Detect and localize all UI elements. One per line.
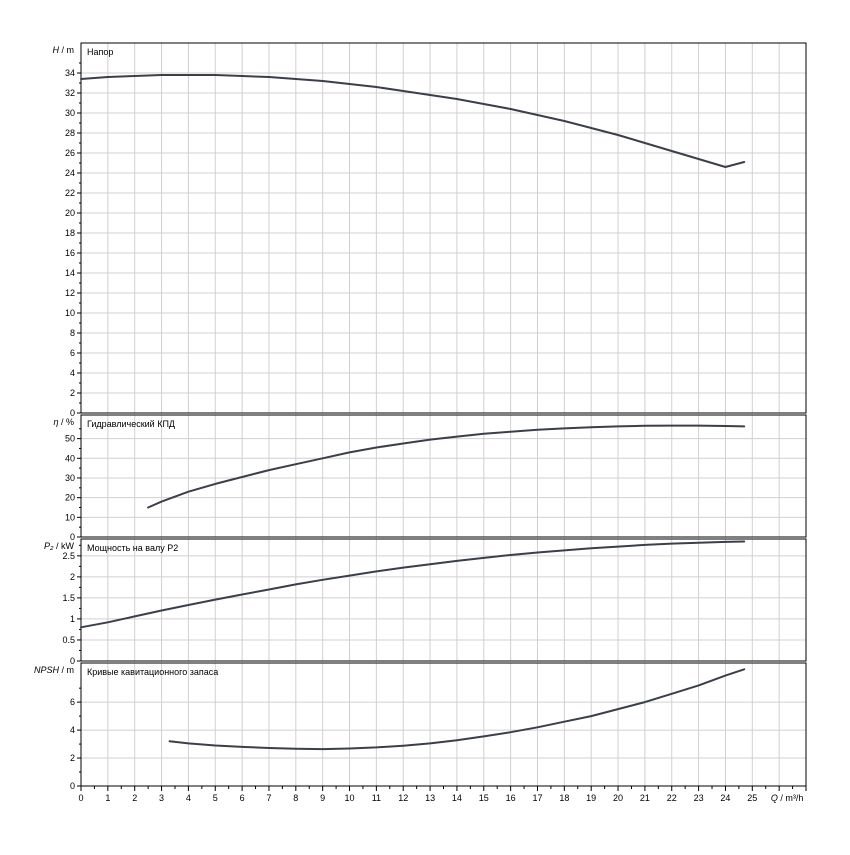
x-axis-label: Q / m³/h bbox=[771, 793, 804, 803]
x-tick-label: 7 bbox=[266, 793, 271, 803]
y-tick-label: 22 bbox=[65, 188, 75, 198]
y-tick-label: 16 bbox=[65, 248, 75, 258]
y-tick-label: 24 bbox=[65, 168, 75, 178]
x-tick-label: 5 bbox=[213, 793, 218, 803]
y-tick-label: 12 bbox=[65, 288, 75, 298]
series-line-efficiency bbox=[147, 424, 746, 509]
x-axis-quantity: Q bbox=[771, 793, 778, 803]
x-tick-label: 25 bbox=[747, 793, 757, 803]
y-tick-label: 28 bbox=[65, 128, 75, 138]
y-tick-label: 10 bbox=[65, 308, 75, 318]
y-tick-label: 10 bbox=[65, 512, 75, 522]
panel-frame-efficiency bbox=[80, 414, 807, 538]
y-tick-label: 2 bbox=[70, 388, 75, 398]
y-axis-separator: / bbox=[59, 665, 67, 675]
panel-frame-head bbox=[80, 42, 807, 414]
x-tick-label: 13 bbox=[425, 793, 435, 803]
y-tick-label: 1.5 bbox=[62, 593, 75, 603]
panel-frame-power bbox=[80, 538, 807, 662]
x-tick-label: 9 bbox=[320, 793, 325, 803]
x-tick-label: 0 bbox=[78, 793, 83, 803]
y-axis-label-efficiency: η / % bbox=[53, 417, 74, 427]
series-line-npsh bbox=[168, 668, 746, 751]
y-tick-label: 6 bbox=[70, 697, 75, 707]
y-axis-label-npsh: NPSH / m bbox=[34, 665, 74, 675]
y-tick-label: 20 bbox=[65, 208, 75, 218]
y-axis-quantity: H bbox=[52, 45, 59, 55]
x-tick-label: 17 bbox=[532, 793, 542, 803]
x-tick-label: 16 bbox=[506, 793, 516, 803]
x-tick-label: 20 bbox=[613, 793, 623, 803]
y-tick-label: 2 bbox=[70, 572, 75, 582]
y-tick-label: 6 bbox=[70, 348, 75, 358]
y-tick-label: 26 bbox=[65, 148, 75, 158]
panel-frame-npsh bbox=[80, 662, 807, 787]
x-tick-label: 1 bbox=[105, 793, 110, 803]
x-tick-label: 6 bbox=[240, 793, 245, 803]
x-tick-label: 3 bbox=[159, 793, 164, 803]
y-tick-label: 2 bbox=[70, 753, 75, 763]
x-tick-label: 22 bbox=[667, 793, 677, 803]
y-axis-unit: kW bbox=[61, 541, 75, 551]
y-tick-label: 18 bbox=[65, 228, 75, 238]
x-tick-label: 19 bbox=[586, 793, 596, 803]
y-tick-label: 20 bbox=[65, 493, 75, 503]
panel-title-head: Напор bbox=[87, 47, 113, 57]
y-tick-label: 32 bbox=[65, 88, 75, 98]
y-axis-label-power: P₂ / kW bbox=[44, 541, 74, 551]
y-axis-separator: / bbox=[58, 417, 66, 427]
y-tick-label: 0 bbox=[70, 656, 75, 666]
x-tick-label: 11 bbox=[372, 793, 381, 803]
y-axis-quantity: η bbox=[53, 417, 58, 427]
y-axis-unit: % bbox=[66, 417, 74, 427]
panel-title-power: Мощность на валу P2 bbox=[87, 543, 178, 553]
y-tick-label: 0 bbox=[70, 781, 75, 791]
y-axis-unit: m bbox=[67, 45, 75, 55]
y-tick-label: 4 bbox=[70, 368, 75, 378]
x-tick-label: 24 bbox=[720, 793, 730, 803]
x-tick-label: 12 bbox=[398, 793, 408, 803]
y-tick-label: 1 bbox=[70, 614, 75, 624]
x-axis-separator: / bbox=[778, 793, 786, 803]
y-axis-separator: / bbox=[59, 45, 67, 55]
y-tick-label: 14 bbox=[65, 268, 75, 278]
x-tick-label: 4 bbox=[186, 793, 191, 803]
x-tick-label: 14 bbox=[452, 793, 462, 803]
y-axis-separator: / bbox=[53, 541, 61, 551]
y-axis-label-head: H / m bbox=[52, 45, 74, 55]
series-line-power bbox=[80, 540, 746, 629]
y-axis-unit: m bbox=[67, 665, 75, 675]
x-tick-label: 8 bbox=[293, 793, 298, 803]
y-tick-label: 0 bbox=[70, 408, 75, 418]
y-axis-quantity: NPSH bbox=[34, 665, 60, 675]
y-tick-label: 30 bbox=[65, 108, 75, 118]
x-axis-unit: m³/h bbox=[785, 793, 803, 803]
y-axis-quantity: P₂ bbox=[44, 541, 54, 551]
y-tick-label: 0 bbox=[70, 532, 75, 542]
y-tick-label: 0.5 bbox=[62, 635, 75, 645]
panel-title-efficiency: Гидравлический КПД bbox=[87, 419, 175, 429]
y-tick-label: 4 bbox=[70, 725, 75, 735]
x-tick-label: 10 bbox=[345, 793, 355, 803]
x-tick-label: 2 bbox=[132, 793, 137, 803]
series-line-head bbox=[80, 74, 746, 168]
y-tick-label: 40 bbox=[65, 453, 75, 463]
x-tick-label: 18 bbox=[559, 793, 569, 803]
y-tick-label: 34 bbox=[65, 68, 75, 78]
x-tick-label: 23 bbox=[694, 793, 704, 803]
x-tick-label: 15 bbox=[479, 793, 489, 803]
y-tick-label: 2.5 bbox=[62, 551, 75, 561]
x-tick-label: 21 bbox=[640, 793, 650, 803]
panel-title-npsh: Кривые кавитационного запаса bbox=[87, 667, 218, 677]
y-tick-label: 50 bbox=[65, 434, 75, 444]
y-tick-label: 8 bbox=[70, 328, 75, 338]
y-tick-label: 30 bbox=[65, 473, 75, 483]
